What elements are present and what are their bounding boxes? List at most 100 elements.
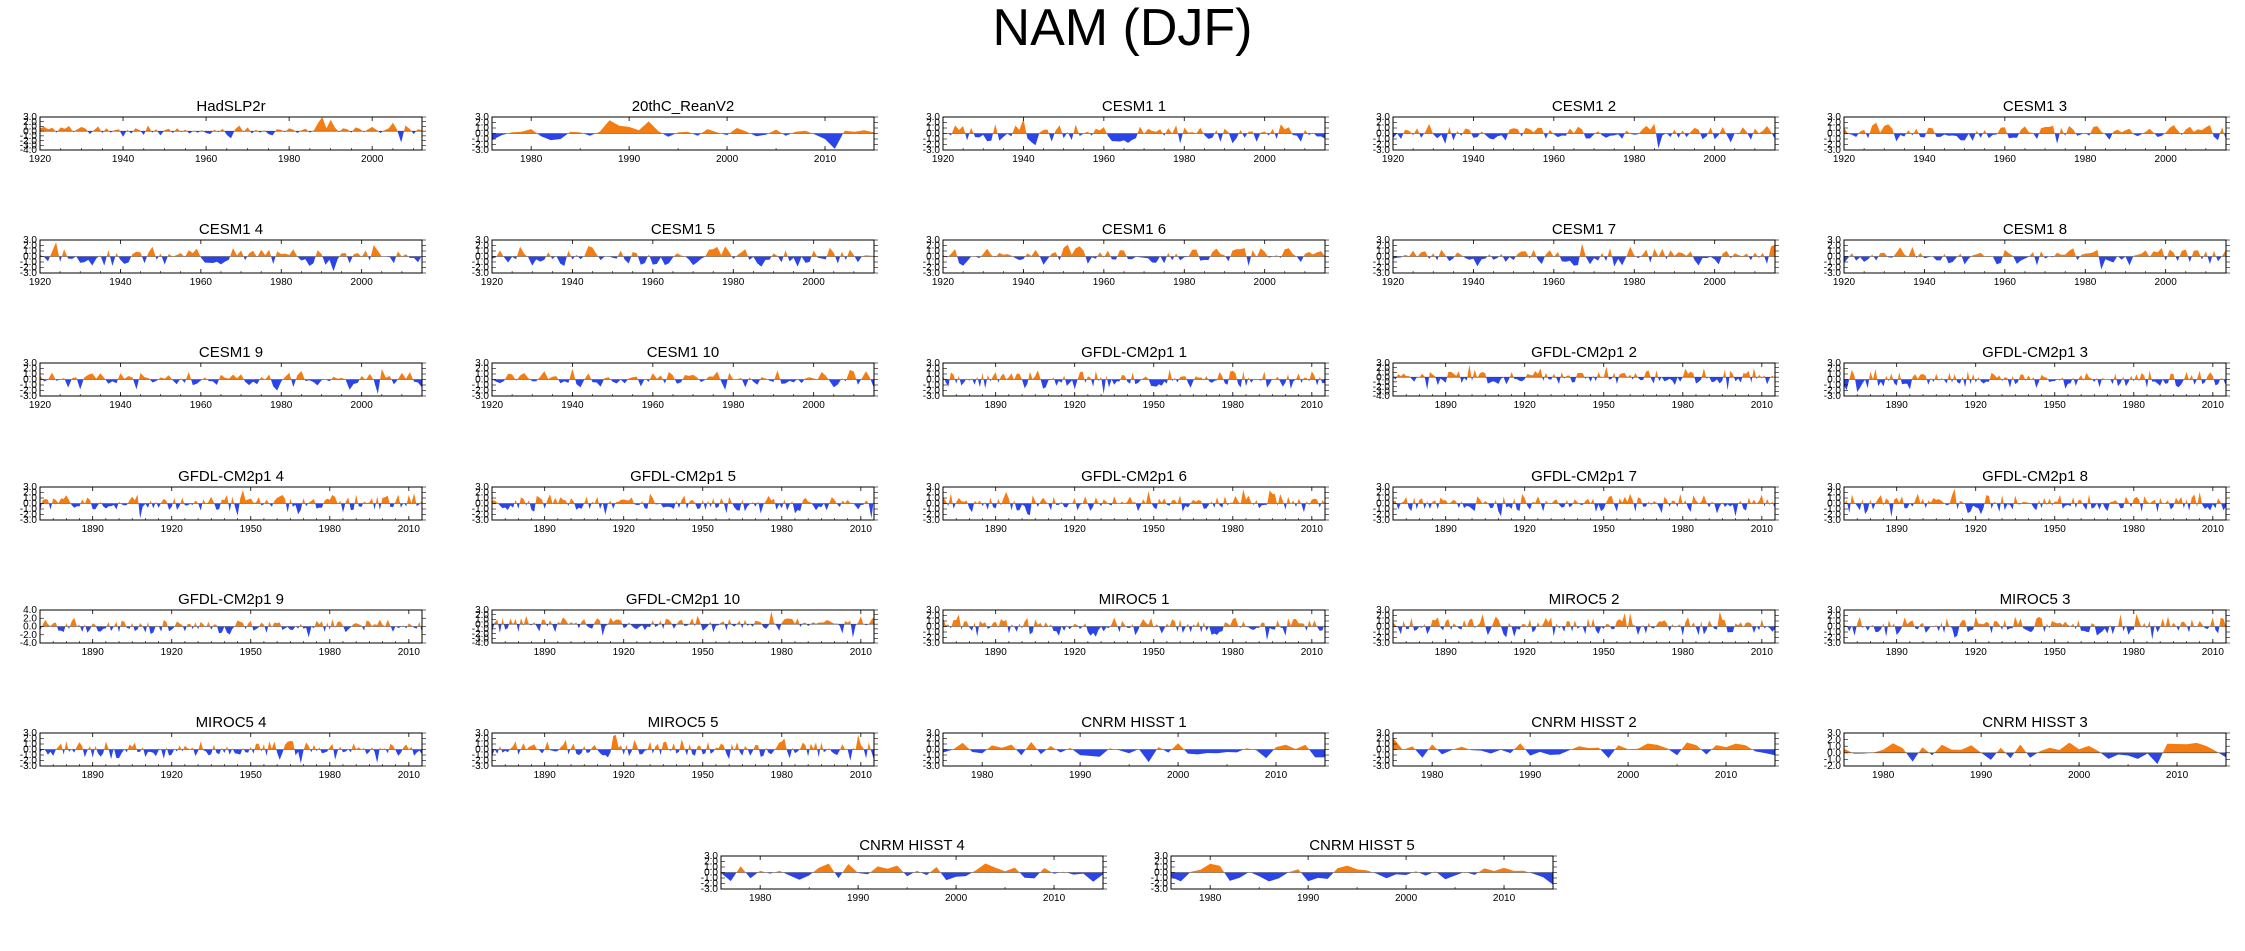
x-tick-label: 1950 <box>240 647 263 658</box>
negative-area-21 <box>1089 133 1093 136</box>
x-tick-label: 2010 <box>1043 893 1066 904</box>
positive-area-16 <box>1934 373 1939 380</box>
negative-area-33 <box>2098 256 2118 270</box>
negative-area-54 <box>1657 503 1664 513</box>
negative-area-31 <box>191 626 194 630</box>
x-tick-label: 1980 <box>1623 154 1646 165</box>
negative-area-11 <box>1463 256 1488 267</box>
x-tick-label: 1980 <box>1173 277 1196 288</box>
positive-area-4 <box>498 746 502 750</box>
positive-area-27 <box>1527 619 1532 627</box>
y-tick-label: -1.0 <box>923 750 941 761</box>
negative-area-73 <box>2202 503 2217 511</box>
positive-area-7 <box>92 126 102 132</box>
positive-area-68 <box>856 616 864 625</box>
negative-area-35 <box>234 503 240 516</box>
positive-area-28 <box>1607 248 1612 257</box>
positive-area-19 <box>1476 496 1483 504</box>
positive-area-18 <box>1940 378 1944 380</box>
negative-area-16 <box>567 503 570 506</box>
positive-area-53 <box>1652 501 1657 504</box>
panel-32: 1980 1990 2000 20103.02.01.00.0-1.0-2.0-3.0… <box>1151 837 1557 904</box>
y-tick-label: 2.0 <box>1376 241 1390 252</box>
positive-area-9 <box>83 373 106 380</box>
x-tick-label: 1940 <box>109 277 132 288</box>
negative-area-21 <box>142 626 147 633</box>
negative-area-41 <box>285 503 290 513</box>
positive-area-57 <box>383 122 398 132</box>
positive-area-26 <box>1595 131 1601 134</box>
positive-area-59 <box>1228 370 1237 380</box>
negative-area-64 <box>824 503 830 511</box>
negative-area-15 <box>1139 749 1157 763</box>
positive-area-61 <box>1241 621 1246 627</box>
positive-area-39 <box>2220 127 2224 134</box>
negative-area-10 <box>543 503 547 509</box>
negative-area-16 <box>1457 503 1461 508</box>
negative-area-62 <box>1686 503 1692 512</box>
negative-area-8 <box>1865 626 1871 631</box>
x-tick-label: 1940 <box>1913 154 1936 165</box>
positive-area-58 <box>326 622 329 627</box>
negative-area-33 <box>181 749 184 752</box>
positive-area-50 <box>744 745 748 750</box>
panel-title: CNRM HISST 5 <box>1309 837 1415 854</box>
negative-area-4 <box>55 379 61 381</box>
y-tick-label: -1.0 <box>472 750 490 761</box>
negative-area-16 <box>1085 256 1098 264</box>
x-tick-label: 1920 <box>1833 277 1856 288</box>
positive-area-22 <box>1273 744 1310 750</box>
positive-area-15 <box>1462 620 1467 627</box>
positive-area-32 <box>193 622 197 627</box>
negative-area-17 <box>1483 133 1509 141</box>
negative-area-14 <box>1978 133 1983 138</box>
positive-area-73 <box>1743 622 1752 627</box>
y-tick-label: -2.0 <box>1824 140 1842 151</box>
negative-area-20 <box>1028 626 1034 635</box>
positive-area-35 <box>1597 372 1601 378</box>
negative-area-21 <box>167 503 173 510</box>
negative-area-34 <box>677 503 681 509</box>
positive-area-48 <box>2212 250 2217 257</box>
positive-area-31 <box>1086 376 1092 380</box>
positive-area-41 <box>2046 623 2049 627</box>
y-tick-label: -3.0 <box>20 268 38 279</box>
positive-area-15 <box>557 497 568 504</box>
negative-area-42 <box>1590 626 1592 629</box>
negative-area-56 <box>378 131 384 133</box>
positive-area-31 <box>1082 496 1088 504</box>
positive-area-17 <box>569 498 575 504</box>
positive-area-62 <box>394 494 401 504</box>
negative-area-6 <box>87 131 93 134</box>
negative-area-28 <box>1065 379 1078 390</box>
positive-area-17 <box>1509 372 1514 378</box>
y-tick-label: -3.0 <box>1151 884 1169 895</box>
y-tick-label: 0.0 <box>475 499 489 510</box>
panel-title: CESM1 2 <box>1552 98 1616 115</box>
x-tick-label: 1980 <box>2074 277 2097 288</box>
negative-area-26 <box>2075 133 2084 136</box>
negative-area-15 <box>920 872 930 876</box>
x-tick-label: 1920 <box>29 154 52 165</box>
x-tick-label: 1920 <box>1965 647 1988 658</box>
panel-title: CESM1 3 <box>2003 98 2067 115</box>
y-tick-label: -4.0 <box>472 638 490 649</box>
negative-area-46 <box>723 503 728 514</box>
x-tick-label: 1980 <box>1623 277 1646 288</box>
negative-area-44 <box>1159 626 1166 634</box>
positive-area-50 <box>736 620 741 625</box>
positive-area-64 <box>820 742 824 750</box>
y-tick-label: -3.0 <box>472 515 490 526</box>
positive-area-36 <box>2038 499 2041 504</box>
negative-area-44 <box>1631 377 1634 380</box>
y-tick-label: -3.0 <box>923 391 941 402</box>
negative-area-8 <box>76 256 99 266</box>
negative-area-48 <box>1166 503 1171 506</box>
positive-area-37 <box>1105 375 1108 380</box>
negative-area-31 <box>659 749 662 756</box>
negative-area-31 <box>1635 256 1641 259</box>
positive-area-12 <box>1039 129 1049 134</box>
negative-area-2 <box>1396 626 1403 635</box>
negative-area-22 <box>171 131 175 133</box>
negative-area-53 <box>2083 379 2085 381</box>
